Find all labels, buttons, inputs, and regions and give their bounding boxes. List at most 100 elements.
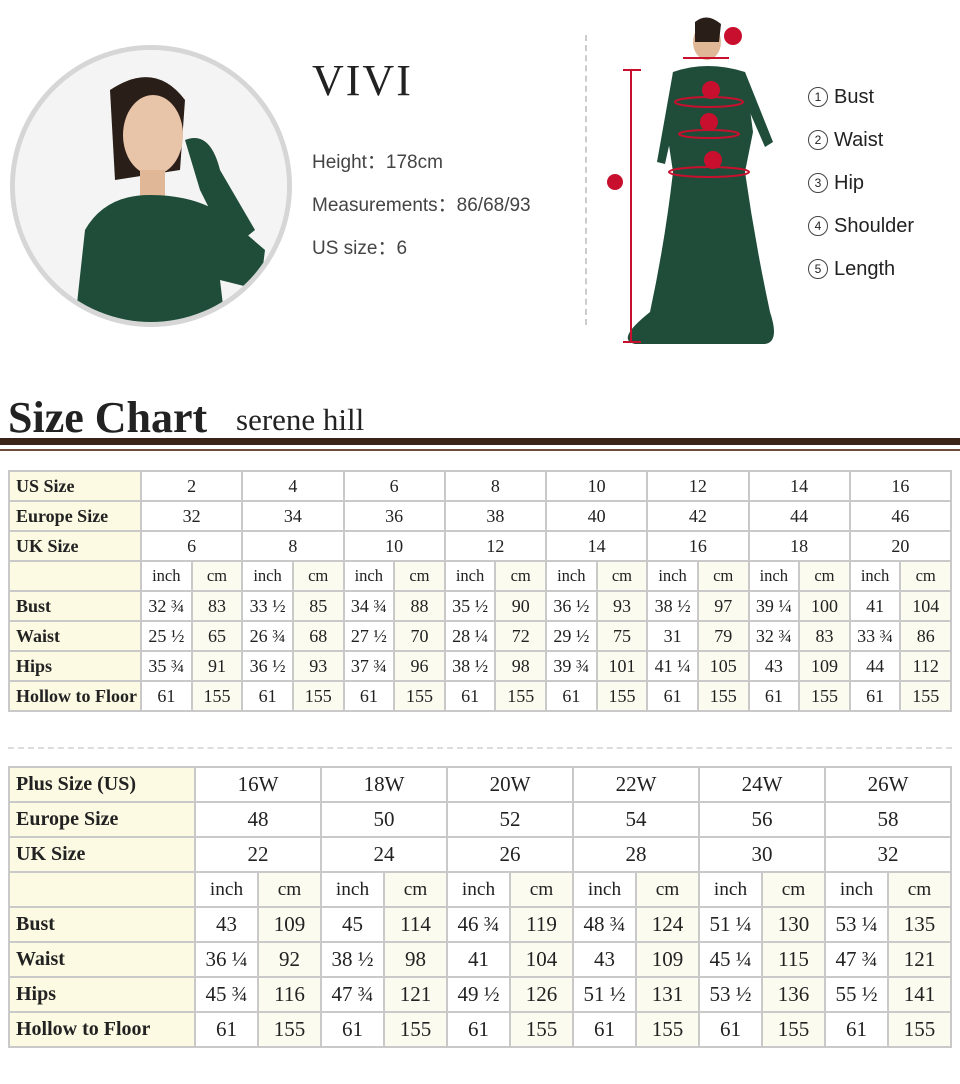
row-eu-size: Europe Size 32 34 36 38 40 42 44 46	[8, 500, 953, 532]
size-cell: 18	[747, 530, 851, 562]
unit-cm: cm	[887, 871, 952, 908]
value-cell: 43	[194, 906, 259, 943]
value-cell: 101	[595, 650, 649, 682]
value-cell: 155	[291, 680, 345, 712]
value-cell: 33 ¾	[848, 620, 902, 652]
value-cell: 35 ½	[443, 590, 497, 622]
unit-inch: inch	[446, 871, 511, 908]
unit-row: inch cm inch cm inch cm inch cm inch cm inch cm	[8, 871, 952, 908]
unit-cm: cm	[761, 871, 826, 908]
value-cell: 61	[320, 1011, 385, 1048]
row-eu-size: Europe Size 48 50 52 54 56 58	[8, 801, 952, 838]
table-row: Hollow to Floor 61 155 61 155 61 155 61 155 61 155…	[8, 680, 952, 712]
unit-cm: cm	[393, 560, 446, 592]
size-cell: 10	[544, 470, 649, 502]
value-cell: 119	[509, 906, 574, 943]
unit-inch: inch	[140, 560, 193, 592]
model-us-size: US size：6	[312, 238, 408, 259]
value-cell: 32 ¾	[747, 620, 801, 652]
value-cell: 65	[190, 620, 244, 652]
value-cell: 55 ½	[824, 976, 889, 1013]
value-cell: 79	[696, 620, 750, 652]
size-cell: 58	[824, 801, 952, 838]
value-cell: 61	[140, 680, 193, 712]
value-cell: 155	[887, 1011, 952, 1048]
size-cell: 40	[544, 500, 649, 532]
value-cell: 68	[291, 620, 345, 652]
size-chart-title: Size Chart	[8, 393, 208, 442]
value-cell: 155	[494, 680, 547, 712]
value-cell: 38 ½	[646, 590, 699, 622]
value-cell: 27 ½	[342, 620, 396, 652]
value-cell: 26 ¾	[241, 620, 294, 652]
horizontal-divider	[8, 747, 952, 749]
size-cell: 8	[443, 470, 548, 502]
value-cell: 131	[635, 976, 700, 1013]
value-cell: 115	[761, 941, 826, 978]
size-cell: 24	[320, 836, 448, 873]
size-cell: 54	[572, 801, 700, 838]
size-cell: 8	[241, 530, 345, 562]
measurement-diagram	[595, 12, 785, 352]
row-uk-size: UK Size 6 8 10 12 14 16 18 20	[8, 530, 953, 562]
value-cell: 61	[443, 680, 497, 712]
value-cell: 155	[595, 680, 649, 712]
size-cell: 48	[194, 801, 322, 838]
value-cell: 100	[798, 590, 851, 622]
title-rule	[0, 438, 960, 445]
value-cell: 46 ¾	[446, 906, 511, 943]
value-cell: 45 ¼	[698, 941, 763, 978]
value-cell: 31	[646, 620, 699, 652]
unit-row: inch cm inch cm inch cm inch cm inch cm inch cm inch…	[8, 560, 952, 592]
model-photo	[10, 45, 292, 327]
table-row: Hollow to Floor 61 155 61 155 61 155 61 155 61 155…	[8, 1011, 952, 1048]
size-cell: 22W	[572, 766, 700, 803]
value-cell: 116	[257, 976, 322, 1013]
size-cell: 28	[572, 836, 700, 873]
row-label: Bust	[8, 590, 142, 622]
unit-inch: inch	[698, 871, 763, 908]
value-cell: 38 ½	[320, 941, 385, 978]
value-cell: 34 ¾	[342, 590, 396, 622]
value-cell: 83	[190, 590, 244, 622]
size-cell: 34	[241, 500, 345, 532]
row-label: Europe Size	[8, 500, 142, 532]
value-cell: 114	[383, 906, 448, 943]
row-label: UK Size	[8, 530, 142, 562]
value-cell: 61	[446, 1011, 511, 1048]
value-cell: 112	[899, 650, 952, 682]
value-cell: 36 ½	[241, 650, 294, 682]
value-cell: 90	[494, 590, 547, 622]
brand-name: serene hill	[236, 402, 365, 437]
legend-number: 1	[808, 87, 828, 107]
unit-cm: cm	[509, 871, 574, 908]
size-cell: 50	[320, 801, 448, 838]
value-cell: 51 ¼	[698, 906, 763, 943]
value-cell: 33 ½	[241, 590, 294, 622]
value-cell: 53 ¼	[824, 906, 889, 943]
unit-cm: cm	[494, 560, 547, 592]
value-cell: 83	[798, 620, 851, 652]
size-cell: 6	[139, 530, 244, 562]
unit-cm: cm	[257, 871, 322, 908]
value-cell: 88	[393, 590, 446, 622]
row-label: Plus Size (US)	[8, 766, 196, 803]
size-cell: 52	[446, 801, 574, 838]
unit-inch: inch	[545, 560, 598, 592]
value-cell: 25 ½	[140, 620, 193, 652]
value-cell: 98	[494, 650, 547, 682]
size-cell: 22	[194, 836, 322, 873]
value-cell: 155	[761, 1011, 826, 1048]
unit-cm: cm	[899, 560, 952, 592]
value-cell: 61	[824, 1011, 889, 1048]
size-cell: 14	[747, 470, 851, 502]
legend-shoulder: 4 Shoulder	[808, 215, 914, 238]
row-label: Hips	[8, 650, 142, 682]
legend-number: 2	[808, 130, 828, 150]
row-label: Hollow to Floor	[8, 1011, 196, 1048]
row-uk-size: UK Size 22 24 26 28 30 32	[8, 836, 952, 873]
size-cell: 32	[139, 500, 244, 532]
size-cell: 20W	[446, 766, 574, 803]
size-cell: 26	[446, 836, 574, 873]
